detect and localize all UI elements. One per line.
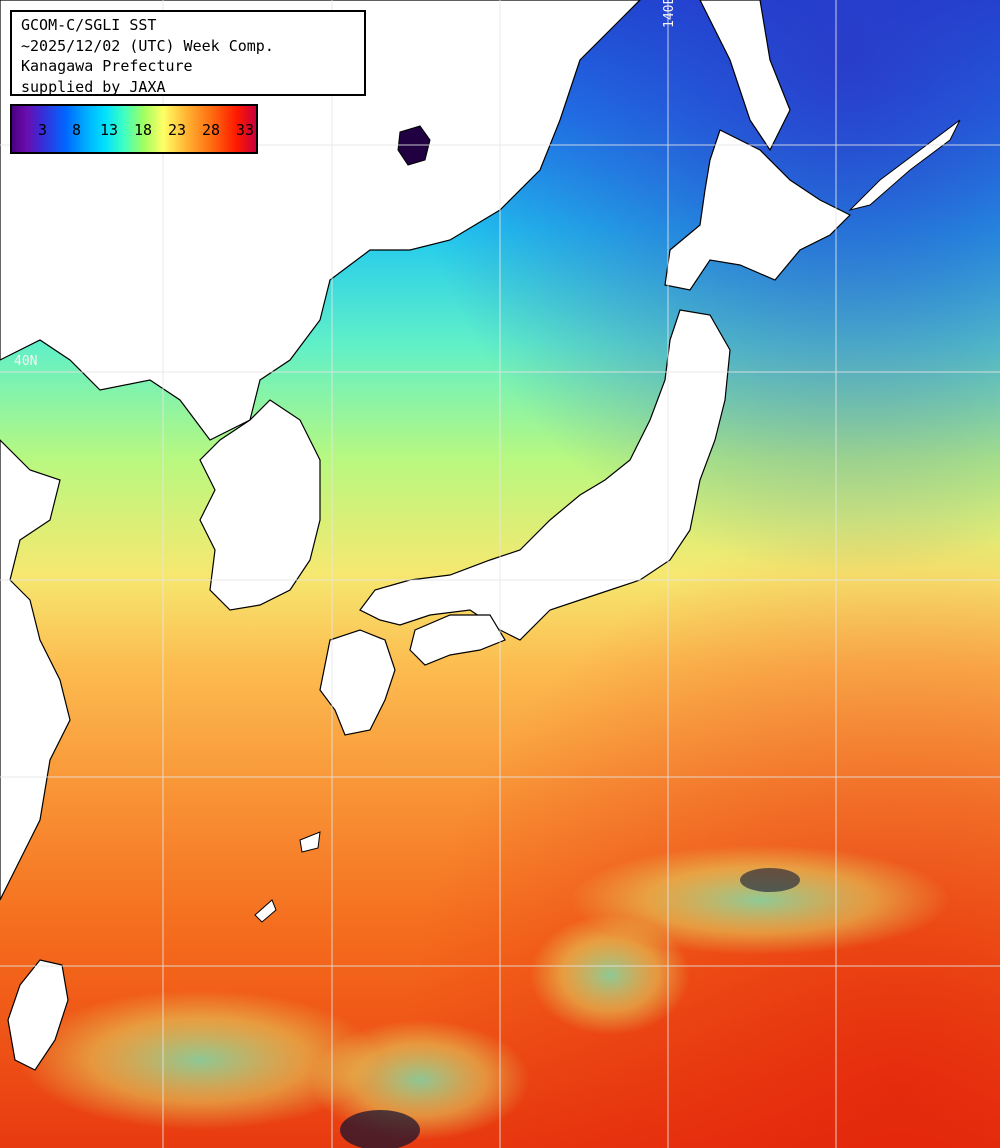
title-line-product: GCOM-C/SGLI SST bbox=[21, 16, 157, 34]
title-line-supplier: supplied by JAXA bbox=[21, 77, 166, 96]
lon-label: 140E bbox=[662, 0, 677, 28]
legend-tick: 3 bbox=[38, 121, 48, 139]
legend-tick: 33 bbox=[236, 121, 255, 139]
cloud-patch bbox=[310, 1020, 530, 1140]
legend-tick: 13 bbox=[100, 121, 119, 139]
land-hokkaido bbox=[664, 129, 852, 291]
lat-label: 40N bbox=[14, 354, 38, 369]
land-shikoku bbox=[409, 614, 506, 666]
legend-tick: 28 bbox=[202, 121, 221, 139]
title-box: GCOM-C/SGLI SST ~2025/12/02 (UTC) Week C… bbox=[10, 10, 366, 96]
land-continent-west bbox=[0, 439, 71, 901]
land-sakhalin bbox=[699, 0, 791, 152]
title-line-region: Kanagawa Prefecture bbox=[21, 57, 193, 75]
cloud-patch bbox=[20, 990, 380, 1130]
title-line-date: ~2025/12/02 (UTC) Week Comp. bbox=[21, 36, 274, 55]
land-kyushu bbox=[319, 629, 396, 736]
legend-tick: 8 bbox=[72, 121, 82, 139]
cloud-patch bbox=[570, 845, 950, 955]
land-kurils bbox=[848, 119, 961, 211]
cloud-patch bbox=[340, 1110, 420, 1148]
cloud-patch bbox=[530, 915, 690, 1035]
color-legend: 3 8 13 18 23 28 33 bbox=[10, 104, 258, 154]
land-island bbox=[254, 899, 277, 923]
cloud-patch bbox=[740, 868, 800, 892]
land-okinawa bbox=[299, 831, 321, 853]
legend-tick: 23 bbox=[168, 121, 187, 139]
land-korea bbox=[199, 399, 321, 611]
land-taiwan bbox=[7, 959, 69, 1071]
land-honshu bbox=[359, 309, 731, 641]
legend-tick: 18 bbox=[134, 121, 153, 139]
